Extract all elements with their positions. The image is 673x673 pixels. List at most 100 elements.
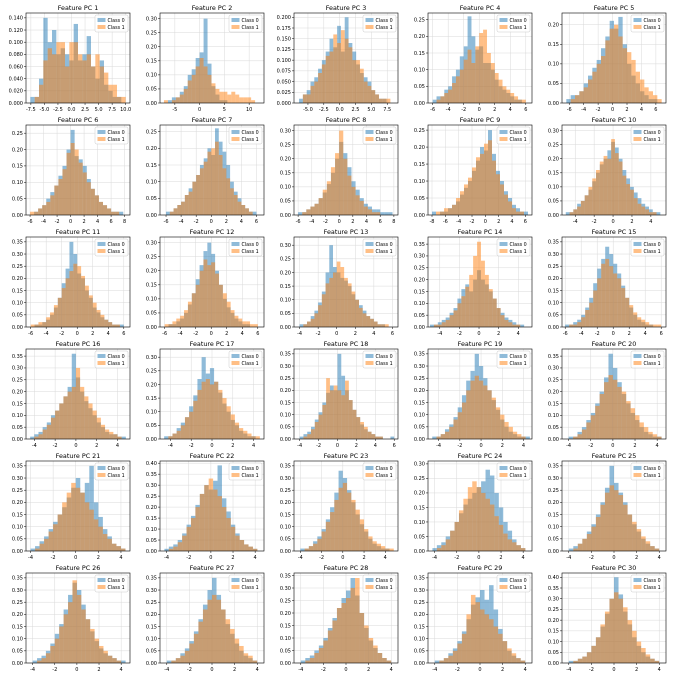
y-tick-label: 0.20 [12,276,23,282]
bar-class-1 [614,153,619,215]
bar-class-1 [581,317,586,327]
y-tick-label: 0.30 [146,483,157,489]
y-tick-label: 0.10 [146,410,157,416]
bar-class-1 [201,381,206,439]
y-tick-label: 0.10 [146,297,157,303]
x-tick-label: -4 [573,219,578,225]
x-tick-label: -2 [52,667,57,673]
bar-class-1 [218,389,223,439]
bar-class-1 [199,493,205,551]
bar-class-1 [588,79,593,103]
x-tick-label: -4 [446,107,451,113]
y-tick-label: 0.35 [146,576,157,582]
bar-class-1 [89,509,94,551]
bar-class-1 [512,431,518,439]
legend-swatch-class-0 [499,242,508,246]
bar-class-1 [355,509,360,551]
x-tick-label: 0 [611,107,614,113]
bar-class-1 [218,284,223,327]
legend-swatch-class-1 [231,585,240,589]
y-tick-label: 0.30 [280,476,291,482]
y-tick-label: 0.30 [548,366,559,372]
bar-class-1 [355,578,360,663]
bar-class-1 [609,28,614,103]
bar-class-1 [173,208,178,215]
x-tick-label: -4 [164,555,169,561]
bar-class-1 [195,66,200,103]
bar-class-1 [582,538,587,551]
y-tick-label: 0.10 [414,67,425,73]
bar-class-1 [189,411,194,439]
bar-class-1 [481,492,486,551]
x-tick-label: 4 [241,331,244,337]
bar-class-1 [604,382,609,439]
bar-class-1 [227,94,232,103]
bar-class-1 [595,516,601,551]
y-tick-label: 0.30 [548,128,559,134]
bar-class-1 [377,653,383,663]
y-tick-label: 0.150 [277,37,291,43]
y-tick-label: 0.20 [12,612,23,618]
bar-class-1 [498,633,503,663]
legend-label-class-0: Class 0 [242,578,259,584]
y-tick-label: 0.060 [9,64,23,70]
axes-frame [561,236,667,328]
y-tick-label: 0.05 [146,87,157,93]
bar-class-1 [480,153,484,215]
bar-class-1 [248,211,253,215]
y-tick-label: 0.10 [12,180,23,186]
bar-class-1 [649,324,654,327]
legend-label-class-1: Class 1 [242,25,259,31]
y-tick-label: 0.25 [548,264,559,270]
x-tick-label: 0 [69,219,72,225]
bar-class-1 [68,602,73,663]
bar-class-1 [621,288,626,327]
legend-swatch-class-1 [499,473,508,477]
x-tick-label: 2 [635,667,638,673]
bar-class-1 [521,99,526,103]
x-tick-label: 0 [341,555,344,561]
y-tick-label: 0.00 [548,213,559,219]
bar-class-1 [437,324,442,327]
bar-class-1 [653,95,658,103]
bar-class-0 [298,212,303,215]
bar-class-1 [452,204,456,215]
subplot-title: Feature PC 2 [192,4,233,12]
bar-class-1 [44,538,49,551]
bar-class-1 [476,157,480,215]
bar-class-1 [212,594,217,663]
x-tick-label: -4 [164,667,169,673]
subplot-title: Feature PC 13 [324,228,369,236]
axes-frame [25,236,131,328]
bar-class-1 [520,211,524,215]
x-tick-label: -2 [316,331,321,337]
x-tick-label: 0 [335,331,338,337]
y-tick-label: 0.05 [414,84,425,90]
legend-label-class-0: Class 0 [376,466,393,472]
bar-class-1 [479,33,484,103]
bar-class-1 [252,660,258,663]
bar-class-0 [434,660,440,663]
bar-class-1 [310,318,315,327]
y-tick-label: 0.25 [146,369,157,375]
bar-class-1 [341,395,346,439]
bar-class-1 [359,68,364,103]
legend-label-class-1: Class 1 [108,585,125,591]
subplot-title: Feature PC 20 [592,340,637,348]
bar-class-1 [368,638,374,663]
x-tick-label: -4 [436,443,441,449]
x-tick-label: 2 [625,107,628,113]
bar-class-1 [195,507,200,551]
bar-class-1 [197,389,202,439]
bar-class-1 [337,43,341,103]
bar-class-1 [92,302,97,327]
axes-frame [25,12,131,104]
bar-class-1 [569,212,574,215]
bar-class-1 [207,74,212,103]
bar-class-1 [626,184,631,215]
y-tick-label: 0.20 [414,491,425,497]
bar-class-1 [211,83,216,103]
y-tick-label: 0.25 [414,376,425,382]
y-tick-label: 0.40 [146,461,157,467]
bar-class-1 [461,296,466,327]
